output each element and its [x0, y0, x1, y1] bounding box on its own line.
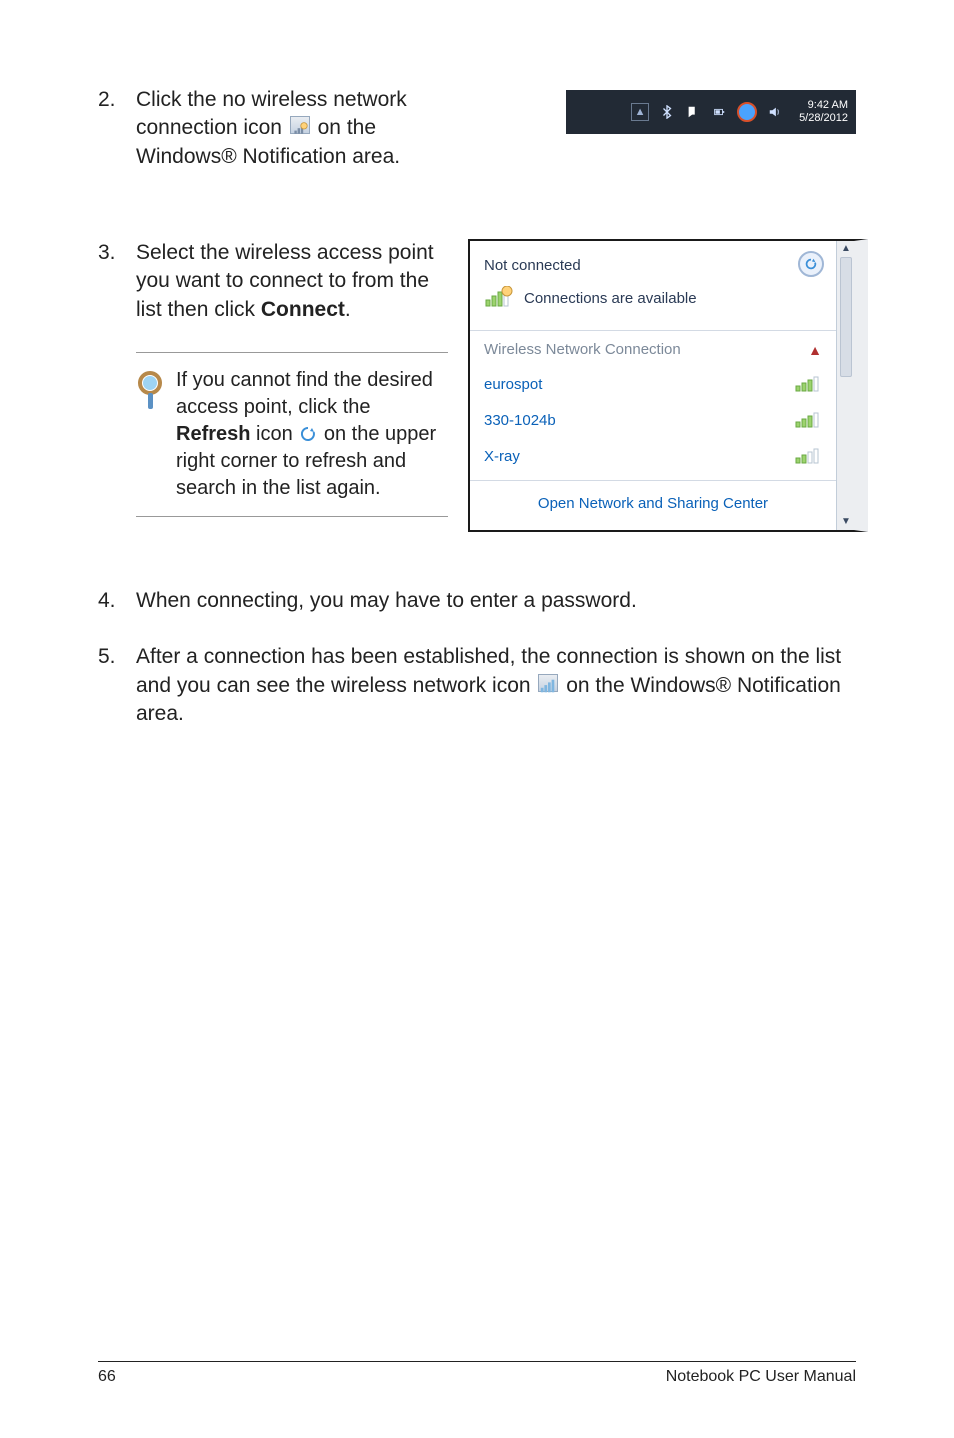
network-item[interactable]: eurospot	[484, 366, 822, 402]
action-center-icon	[685, 104, 701, 120]
magnifier-icon	[136, 367, 166, 502]
step-number: 2.	[98, 86, 136, 114]
scroll-thumb[interactable]	[840, 257, 852, 377]
step-number: 4.	[98, 587, 136, 615]
bluetooth-icon	[659, 104, 675, 120]
network-item[interactable]: 330-1024b	[484, 402, 822, 438]
clock-date: 5/28/2012	[799, 112, 848, 125]
step2-text: Click the no wireless network connection…	[136, 86, 478, 171]
signal-icon	[794, 410, 822, 430]
network-name: eurospot	[484, 376, 542, 393]
flyout-refresh-button[interactable]	[798, 251, 824, 277]
scrollbar[interactable]: ▲ ▼	[836, 241, 854, 530]
battery-icon	[711, 104, 727, 120]
step3-bold: Connect	[261, 298, 345, 321]
signal-icon	[794, 374, 822, 394]
callout-mid: icon	[250, 423, 298, 445]
no-wireless-icon	[290, 116, 310, 134]
network-item[interactable]: X-ray	[484, 438, 822, 474]
section-title: Wireless Network Connection	[484, 341, 681, 358]
footer-label: Notebook PC User Manual	[666, 1368, 856, 1386]
speaker-icon	[767, 104, 783, 120]
step-number: 3.	[98, 239, 136, 267]
callout-prefix: If you cannot find the desired access po…	[176, 369, 433, 418]
step3-text: Select the wireless access point you wan…	[136, 239, 446, 324]
tip-callout: If you cannot find the desired access po…	[136, 352, 448, 517]
clock: 9:42 AM 5/28/2012	[793, 99, 848, 124]
network-name: X-ray	[484, 448, 520, 465]
taskbar-screenshot: ▲ 9:42 AM 5/28/2012	[566, 90, 856, 134]
callout-text: If you cannot find the desired access po…	[176, 367, 448, 502]
scroll-up-icon[interactable]: ▲	[840, 243, 852, 255]
refresh-icon	[300, 423, 316, 439]
clock-time: 9:42 AM	[799, 99, 848, 112]
scroll-down-icon[interactable]: ▼	[840, 516, 852, 528]
step-number: 5.	[98, 643, 136, 671]
chevron-up-icon: ▲	[808, 342, 822, 358]
callout-bold: Refresh	[176, 423, 250, 445]
flyout-title: Not connected	[484, 257, 581, 274]
step5-text: After a connection has been established,…	[136, 643, 856, 728]
show-hidden-icons-icon: ▲	[631, 103, 649, 121]
connections-available-label: Connections are available	[524, 290, 697, 307]
signal-icon	[794, 446, 822, 466]
page-footer: 66 Notebook PC User Manual	[98, 1361, 856, 1386]
network-tray-icon	[737, 102, 757, 122]
page-number: 66	[98, 1368, 116, 1386]
section-header[interactable]: Wireless Network Connection ▲	[484, 341, 822, 358]
open-network-center-link[interactable]: Open Network and Sharing Center	[470, 480, 836, 530]
network-flyout: Not connected	[468, 239, 868, 532]
connections-available: Connections are available	[484, 286, 822, 310]
step3-after: .	[345, 298, 351, 321]
wireless-connected-icon	[538, 674, 558, 692]
step4-text: When connecting, you may have to enter a…	[136, 587, 856, 615]
network-name: 330-1024b	[484, 412, 556, 429]
